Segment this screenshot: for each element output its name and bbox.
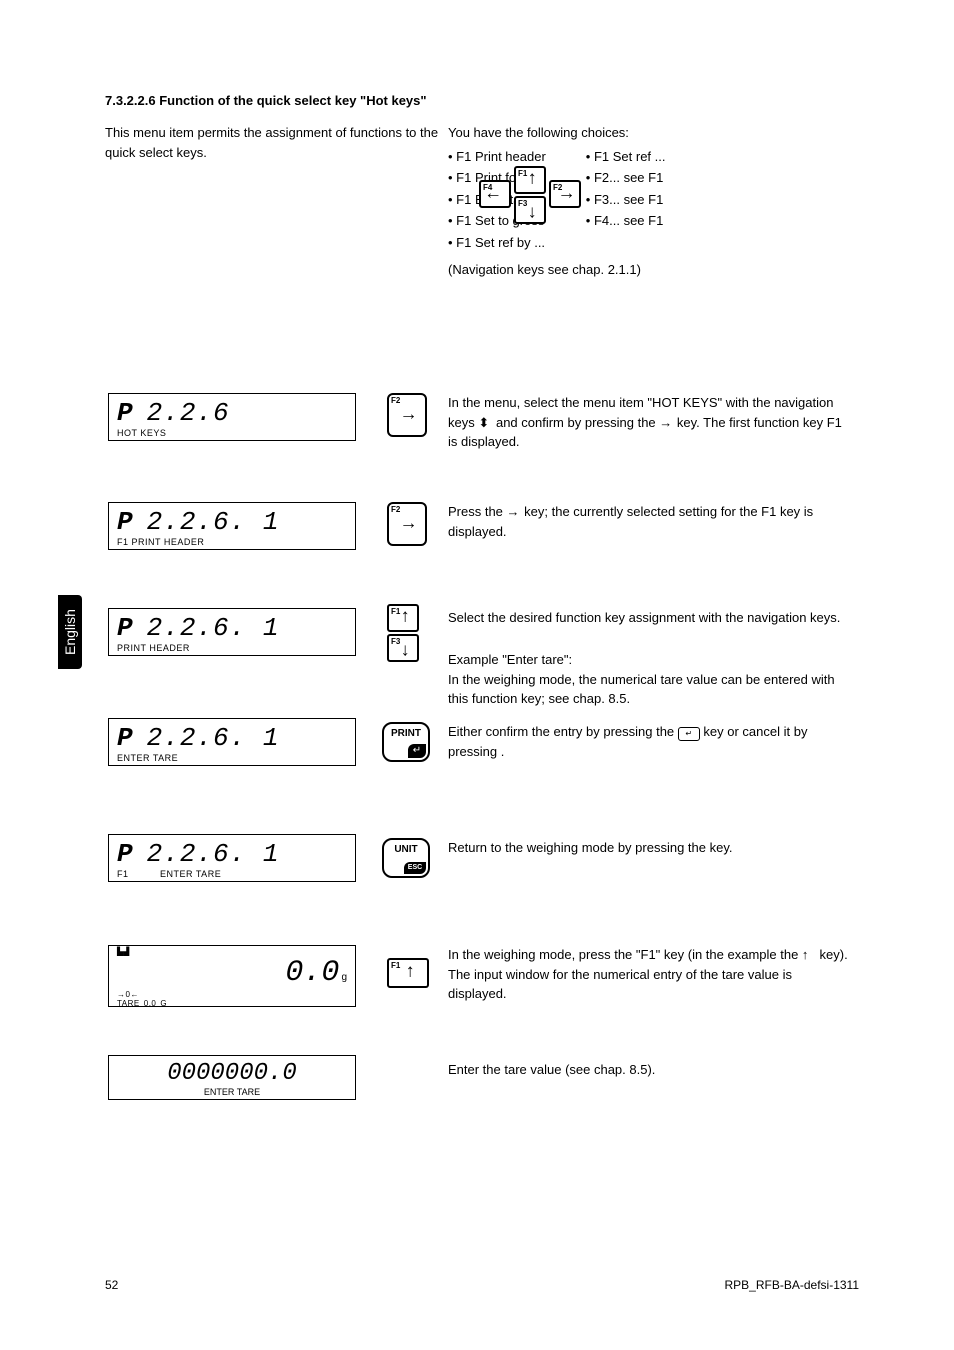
lcd-number: 2.2.6. 1: [147, 507, 280, 537]
lcd-display: P 2.2.6. 1 F1 ENTER TARE: [108, 834, 356, 882]
lcd-number: 2.2.6: [147, 398, 230, 428]
text: F1: [117, 869, 157, 879]
f2-right-key[interactable]: F2 →: [387, 393, 427, 437]
lcd-sub: ENTER TARE: [117, 753, 347, 763]
lcd-number: 2.2.6. 1: [147, 723, 280, 753]
tare-value: 0.0: [144, 999, 157, 1008]
esc-icon: ESC: [404, 862, 426, 874]
nav-note: (Navigation keys see chap. 2.1.1): [448, 260, 858, 280]
tare-label: TARE: [117, 999, 140, 1008]
lcd-sub: ENTER TARE: [117, 1087, 347, 1097]
step-text: In the menu, select the menu item "HOT K…: [448, 393, 853, 452]
down-arrow-icon: ↓: [401, 640, 410, 661]
step-text: Either confirm the entry by pressing the…: [448, 722, 853, 761]
weight-value: 0.0: [285, 956, 339, 990]
up-arrow-icon: ↑: [528, 167, 537, 188]
text: In the weighing mode, press the "F1" key…: [448, 947, 802, 962]
stability-icon: ▙▟: [117, 948, 347, 956]
f2-right-key[interactable]: F2 →: [549, 180, 581, 208]
key-label: UNIT: [384, 844, 428, 855]
weight-unit: g: [341, 972, 347, 983]
right-arrow-icon: →: [400, 512, 418, 533]
down-arrow-icon: ↓: [528, 202, 537, 223]
unit-esc-key[interactable]: UNIT ESC: [382, 838, 430, 878]
lcd-sub: PRINT HEADER: [117, 643, 347, 653]
f1-up-key[interactable]: F1 ↑: [387, 958, 429, 988]
choices-lead: You have the following choices:: [448, 123, 858, 143]
text: Either confirm the entry by pressing the: [448, 724, 678, 739]
footer-doc: RPB_RFB-BA-defsi-1311: [725, 1278, 860, 1292]
text: Press the: [448, 504, 507, 519]
lcd-sub: F1 PRINT HEADER: [117, 537, 347, 547]
zeros-value: 0000000.0: [117, 1060, 347, 1087]
lcd-sub: F1 ENTER TARE: [117, 869, 347, 879]
lcd-display: P 2.2.6. 1 PRINT HEADER: [108, 608, 356, 656]
step-text: Enter the tare value (see chap. 8.5).: [448, 1060, 853, 1080]
f3-down-key[interactable]: F3 ↓: [387, 634, 419, 662]
lcd-prefix: P: [117, 507, 133, 537]
intro-text: This menu item permits the assignment of…: [105, 123, 455, 162]
language-tab: English: [58, 595, 82, 669]
text: Example "Enter tare":: [448, 652, 572, 667]
right-arrow-icon: →: [400, 403, 418, 424]
choice: F1 Set ref by ...: [456, 235, 545, 250]
choice: F1 Print header: [456, 149, 546, 164]
step-subtext: Example "Enter tare": In the weighing mo…: [448, 650, 853, 709]
f3-down-key[interactable]: F3 ↓: [514, 196, 546, 224]
key-label: F1: [518, 169, 527, 178]
f4-left-key[interactable]: F4 ←: [479, 180, 511, 208]
key-label: PRINT: [384, 728, 428, 739]
lcd-display: P 2.2.6 HOT KEYS: [108, 393, 356, 441]
text: In the weighing mode, the numerical tare…: [448, 672, 835, 707]
step-text: Press the → key; the currently selected …: [448, 502, 853, 541]
up-arrow-icon: ↑: [406, 960, 415, 981]
print-enter-key[interactable]: PRINT ↵: [382, 722, 430, 762]
text: ENTER TARE: [160, 869, 221, 879]
lcd-prefix: P: [117, 723, 133, 753]
enter-icon: ↵: [408, 744, 426, 758]
lcd-prefix: P: [117, 398, 133, 428]
step-text: Select the desired function key assignme…: [448, 608, 853, 628]
lcd-prefix: P: [117, 613, 133, 643]
right-arrow-icon: →: [558, 182, 576, 203]
f1-up-key[interactable]: F1 ↑: [514, 166, 546, 194]
g-label: G: [160, 999, 167, 1008]
lcd-weight-display: ▙▟ 0.0 g →0← TARE 0.0 G: [108, 945, 356, 1007]
up-arrow-icon: ↑: [401, 605, 410, 626]
key-label: F3: [391, 637, 400, 646]
lcd-prefix: P: [117, 839, 133, 869]
choice: F3... see F1: [594, 192, 663, 207]
step-text: In the weighing mode, press the "F1" key…: [448, 945, 853, 1004]
text: and confirm by pressing the: [496, 415, 659, 430]
lcd-number: 2.2.6. 1: [147, 839, 280, 869]
lcd-number: 2.2.6. 1: [147, 613, 280, 643]
choice: F2... see F1: [594, 170, 663, 185]
f2-right-key[interactable]: F2 →: [387, 502, 427, 546]
f1-up-key[interactable]: F1 ↑: [387, 604, 419, 632]
lcd-display: P 2.2.6. 1 ENTER TARE: [108, 718, 356, 766]
left-arrow-icon: ←: [484, 182, 502, 203]
key-label: F1: [391, 607, 400, 616]
choice: F4... see F1: [594, 213, 663, 228]
lcd-zeros-display: 0000000.0 ENTER TARE: [108, 1055, 356, 1100]
key-label: F3: [518, 199, 527, 208]
choice: F1 Set ref ...: [594, 149, 666, 164]
key-label: F1: [391, 961, 400, 970]
section-heading: 7.3.2.2.6 Function of the quick select k…: [105, 93, 427, 108]
lcd-display: P 2.2.6. 1 F1 PRINT HEADER: [108, 502, 356, 550]
step-text: Return to the weighing mode by pressing …: [448, 838, 853, 858]
zero-icon: →0←: [117, 990, 139, 999]
lcd-sub: HOT KEYS: [117, 428, 347, 438]
footer-page: 52: [105, 1278, 118, 1292]
